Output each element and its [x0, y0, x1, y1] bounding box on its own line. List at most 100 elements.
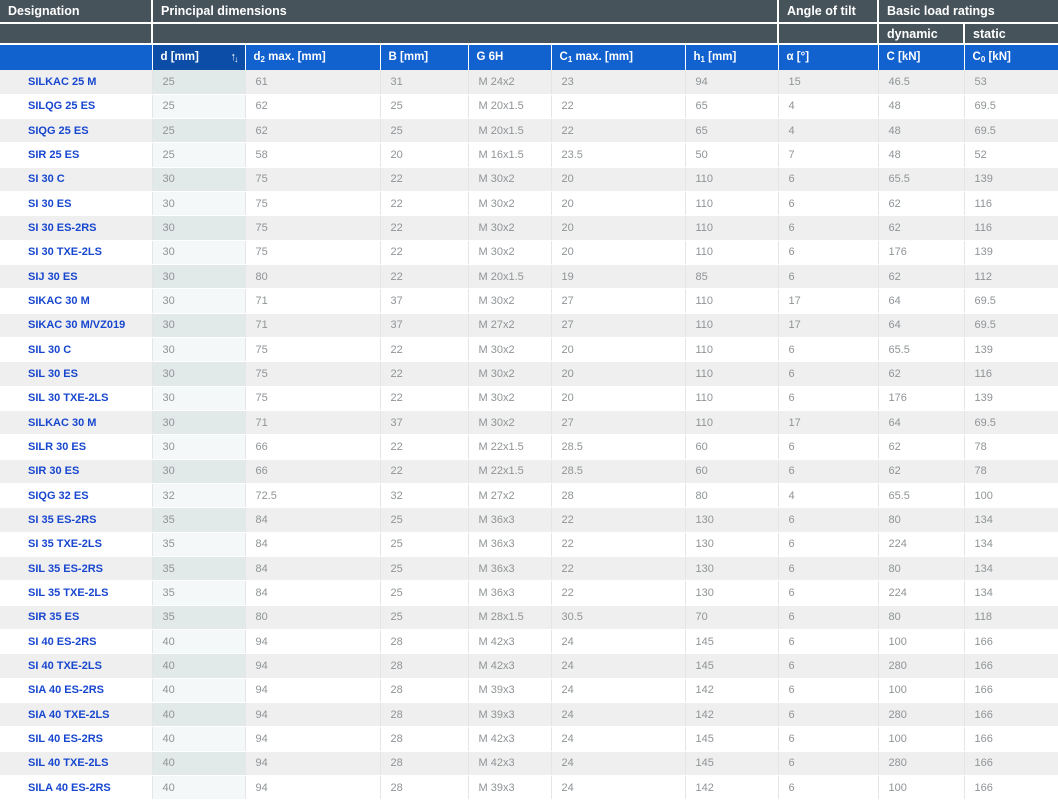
cell-b: 37 — [380, 410, 469, 436]
table-row: SILR 30 ES 30 66 22 M 22x1.5 28.5 60 6 6… — [0, 434, 1058, 460]
table-row: SI 40 ES-2RS 40 94 28 M 42x3 24 145 6 10… — [0, 629, 1058, 655]
column-header-c0[interactable]: C0 [kN] — [964, 44, 1058, 70]
cell-d2-max: 94 — [245, 726, 381, 752]
designation-link[interactable]: SILR 30 ES — [28, 441, 87, 454]
designation-link[interactable]: SI 30 C — [28, 173, 65, 186]
designation-link[interactable]: SIKAC 30 M — [28, 295, 90, 308]
designation-link[interactable]: SIL 30 ES — [28, 368, 78, 381]
cell-c1-max: 30.5 — [551, 605, 686, 631]
cell-h1: 145 — [685, 726, 779, 752]
cell-c: 46.5 — [878, 70, 965, 95]
designation-link[interactable]: SIL 30 TXE-2LS — [28, 392, 109, 405]
cell-alpha: 6 — [778, 678, 879, 704]
designation-link[interactable]: SIL 40 ES-2RS — [28, 733, 103, 746]
designation-link[interactable]: SIL 35 TXE-2LS — [28, 587, 109, 600]
designation-link[interactable]: SILA 40 ES-2RS — [28, 781, 111, 794]
designation-link[interactable]: SI 40 ES-2RS — [28, 635, 97, 648]
designation-link[interactable]: SIQG 25 ES — [28, 124, 89, 137]
cell-b: 25 — [380, 556, 469, 582]
cell-d: 40 — [152, 775, 246, 801]
group-header-angle-of-tilt: Angle of tilt — [778, 0, 880, 24]
cell-g6h: M 28x1.5 — [468, 605, 552, 631]
table-row: SIQG 25 ES 25 62 25 M 20x1.5 22 65 4 48 … — [0, 118, 1058, 144]
cell-d2-max: 80 — [245, 605, 381, 631]
designation-link[interactable]: SIQG 32 ES — [28, 489, 89, 502]
cell-c: 80 — [878, 507, 965, 533]
cell-c1-max: 28 — [551, 483, 686, 509]
designation-link[interactable]: SILKAC 25 M — [28, 75, 97, 88]
designation-link[interactable]: SILKAC 30 M — [28, 416, 97, 429]
cell-b: 22 — [380, 215, 469, 241]
cell-d2-max: 80 — [245, 264, 381, 290]
cell-g6h: M 20x1.5 — [468, 264, 552, 290]
designation-link[interactable]: SIJ 30 ES — [28, 270, 78, 283]
designation-link[interactable]: SI 35 ES-2RS — [28, 514, 97, 527]
designation-link[interactable]: SILQG 25 ES — [28, 100, 96, 113]
designation-link[interactable]: SI 30 TXE-2LS — [28, 246, 102, 259]
designation-link[interactable]: SIA 40 ES-2RS — [28, 684, 105, 697]
cell-d: 30 — [152, 337, 246, 363]
cell-d: 30 — [152, 459, 246, 485]
cell-h1: 85 — [685, 264, 779, 290]
cell-d: 40 — [152, 702, 246, 728]
designation-link[interactable]: SI 30 ES-2RS — [28, 222, 97, 235]
cell-b: 22 — [380, 240, 469, 266]
cell-c: 80 — [878, 556, 965, 582]
cell-b: 22 — [380, 459, 469, 485]
designation-link[interactable]: SIR 30 ES — [28, 465, 80, 478]
cell-d2-max: 84 — [245, 532, 381, 558]
table-row: SIR 25 ES 25 58 20 M 16x1.5 23.5 50 7 48… — [0, 142, 1058, 168]
designation-link[interactable]: SI 30 ES — [28, 197, 72, 210]
cell-d2-max: 75 — [245, 361, 381, 387]
column-header-d[interactable]: d [mm] ↑↓ — [152, 44, 246, 70]
column-header-b[interactable]: B [mm] — [380, 44, 469, 70]
designation-link[interactable]: SIL 30 C — [28, 343, 72, 356]
cell-d: 30 — [152, 215, 246, 241]
cell-b: 25 — [380, 580, 469, 606]
table-row: SILQG 25 ES 25 62 25 M 20x1.5 22 65 4 48… — [0, 94, 1058, 120]
cell-alpha: 6 — [778, 434, 879, 460]
column-header-d2-max[interactable]: d2 max. [mm] — [245, 44, 381, 70]
designation-link[interactable]: SIL 40 TXE-2LS — [28, 757, 109, 770]
cell-d2-max: 84 — [245, 580, 381, 606]
sort-icon[interactable]: ↑↓ — [230, 51, 239, 64]
cell-alpha: 6 — [778, 386, 879, 412]
cell-d2-max: 58 — [245, 142, 381, 168]
designation-link[interactable]: SI 35 TXE-2LS — [28, 538, 102, 551]
cell-h1: 94 — [685, 70, 779, 95]
cell-b: 22 — [380, 337, 469, 363]
cell-c1-max: 23 — [551, 70, 686, 95]
cell-h1: 130 — [685, 580, 779, 606]
cell-d: 40 — [152, 751, 246, 777]
column-header-h1[interactable]: h1 [mm] — [685, 44, 779, 70]
table-row: SIA 40 ES-2RS 40 94 28 M 39x3 24 142 6 1… — [0, 678, 1058, 704]
cell-g6h: M 30x2 — [468, 167, 552, 193]
cell-alpha: 6 — [778, 702, 879, 728]
column-header-alpha[interactable]: α [°] — [778, 44, 879, 70]
cell-g6h: M 20x1.5 — [468, 94, 552, 120]
cell-g6h: M 27x2 — [468, 483, 552, 509]
cell-c0: 166 — [964, 629, 1058, 655]
cell-alpha: 4 — [778, 94, 879, 120]
cell-d2-max: 94 — [245, 702, 381, 728]
column-header-c[interactable]: C [kN] — [878, 44, 965, 70]
designation-link[interactable]: SI 40 TXE-2LS — [28, 660, 102, 673]
table-row: SILKAC 25 M 25 61 31 M 24x2 23 94 15 46.… — [0, 70, 1058, 95]
cell-c: 100 — [878, 775, 965, 801]
table-row: SIR 30 ES 30 66 22 M 22x1.5 28.5 60 6 62… — [0, 459, 1058, 485]
designation-link[interactable]: SIKAC 30 M/VZ019 — [28, 319, 126, 332]
cell-c: 100 — [878, 678, 965, 704]
column-header-c1-max[interactable]: C1 max. [mm] — [551, 44, 686, 70]
cell-d2-max: 94 — [245, 775, 381, 801]
table-row: SIL 30 C 30 75 22 M 30x2 20 110 6 65.5 1… — [0, 337, 1058, 363]
subgroup-spacer-designation — [0, 23, 153, 45]
designation-link[interactable]: SIL 35 ES-2RS — [28, 562, 103, 575]
cell-h1: 110 — [685, 337, 779, 363]
designation-link[interactable]: SIR 25 ES — [28, 149, 80, 162]
column-header-g6h[interactable]: G 6H — [468, 44, 552, 70]
designation-link[interactable]: SIR 35 ES — [28, 611, 80, 624]
cell-c0: 139 — [964, 337, 1058, 363]
designation-link[interactable]: SIA 40 TXE-2LS — [28, 708, 110, 721]
cell-alpha: 6 — [778, 580, 879, 606]
cell-alpha: 6 — [778, 751, 879, 777]
